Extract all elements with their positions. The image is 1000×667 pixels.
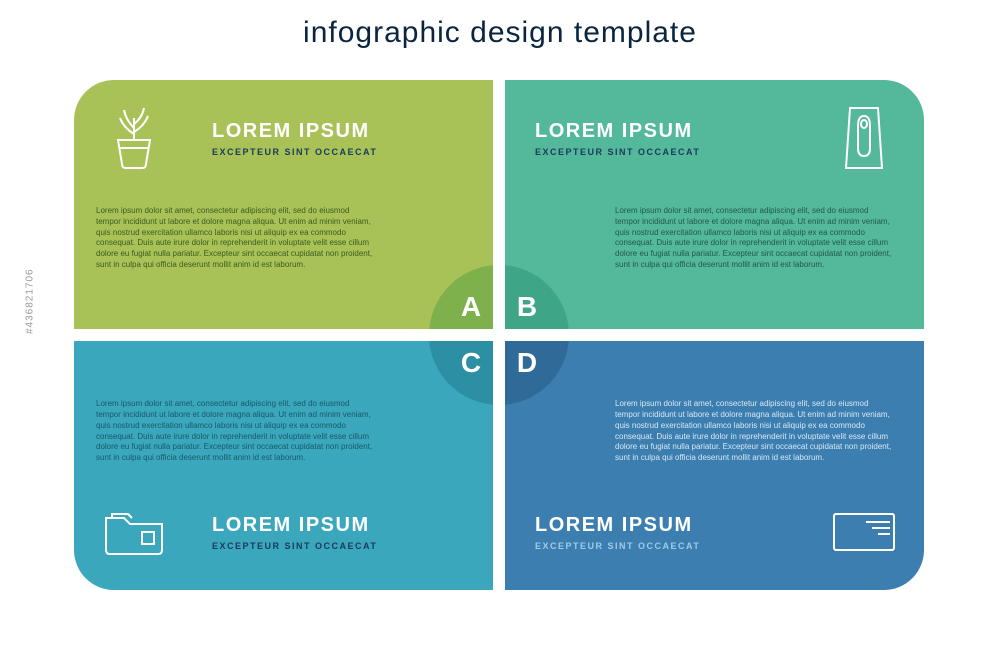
folder-icon [74,474,194,590]
panel-a-badge: A [429,265,493,329]
panel-c-headings: LOREM IPSUM EXCEPTEUR SINT OCCAECAT [194,514,493,551]
panel-b-sub: EXCEPTEUR SINT OCCAECAT [535,147,786,157]
panel-c-ribbon: LOREM IPSUM EXCEPTEUR SINT OCCAECAT [74,474,493,590]
panel-a-heading: LOREM IPSUM [212,120,475,143]
sharpener-icon [804,80,924,196]
panel-a-headings: LOREM IPSUM EXCEPTEUR SINT OCCAECAT [194,120,493,157]
panel-b: LOREM IPSUM EXCEPTEUR SINT OCCAECAT Lore… [505,80,924,329]
panel-c-sub: EXCEPTEUR SINT OCCAECAT [212,541,475,551]
infographic-grid: LOREM IPSUM EXCEPTEUR SINT OCCAECAT Lore… [74,80,924,590]
panel-d-ribbon: LOREM IPSUM EXCEPTEUR SINT OCCAECAT [505,474,924,590]
panel-b-ribbon: LOREM IPSUM EXCEPTEUR SINT OCCAECAT [505,80,924,196]
panel-d-headings: LOREM IPSUM EXCEPTEUR SINT OCCAECAT [505,514,804,551]
panel-b-heading: LOREM IPSUM [535,120,786,143]
panel-c-badge: C [429,341,493,405]
panel-a: LOREM IPSUM EXCEPTEUR SINT OCCAECAT Lore… [74,80,493,329]
panel-a-ribbon: LOREM IPSUM EXCEPTEUR SINT OCCAECAT [74,80,493,196]
panel-c-body: Lorem ipsum dolor sit amet, consectetur … [96,399,376,464]
watermark: #436821706 [25,268,36,334]
panel-c: C Lorem ipsum dolor sit amet, consectetu… [74,341,493,590]
panel-d-sub: EXCEPTEUR SINT OCCAECAT [535,541,786,551]
panel-a-body: Lorem ipsum dolor sit amet, consectetur … [96,206,376,271]
panel-b-body: Lorem ipsum dolor sit amet, consectetur … [615,206,895,271]
panel-d: D Lorem ipsum dolor sit amet, consectetu… [505,341,924,590]
plant-icon [74,80,194,196]
panel-d-heading: LOREM IPSUM [535,514,786,537]
panel-d-body: Lorem ipsum dolor sit amet, consectetur … [615,399,895,464]
panel-b-headings: LOREM IPSUM EXCEPTEUR SINT OCCAECAT [505,120,804,157]
panel-c-heading: LOREM IPSUM [212,514,475,537]
panel-b-badge: B [505,265,569,329]
page-title: infographic design template [0,16,1000,50]
panel-a-sub: EXCEPTEUR SINT OCCAECAT [212,147,475,157]
panel-d-badge: D [505,341,569,405]
envelope-icon [804,474,924,590]
